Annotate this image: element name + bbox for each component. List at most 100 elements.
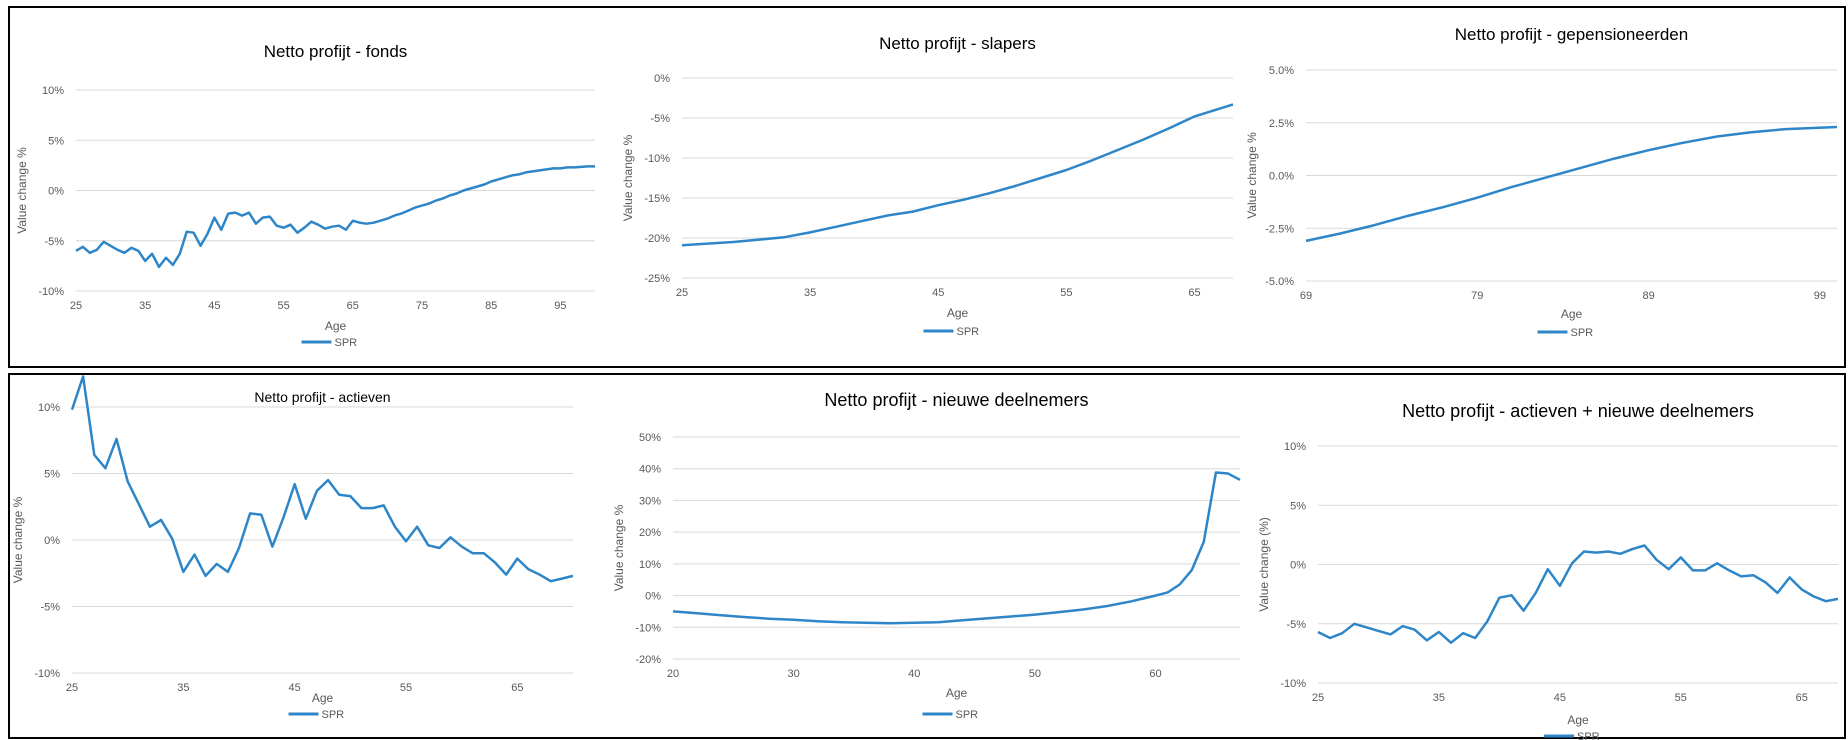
x-tick-label: 55 xyxy=(1060,287,1072,299)
x-axis-label: Age xyxy=(1561,307,1583,321)
x-tick-label: 55 xyxy=(400,682,412,694)
bottom-chart-panel xyxy=(8,373,1846,739)
legend-label: SPR xyxy=(1571,327,1594,339)
chart-title: Netto profijt - fonds xyxy=(264,42,408,61)
series-line-spr xyxy=(1317,544,1839,644)
x-tick-label: 99 xyxy=(1814,290,1826,302)
y-axis-label: Value change % xyxy=(621,134,635,221)
y-tick-label: -20% xyxy=(644,233,670,245)
chart-fonds: -10% -5% 0% 5% 10% 25 35 45 55 65 75 85 95 Netto prof… xyxy=(15,42,595,349)
x-tick-label: 65 xyxy=(347,300,359,312)
x-tick-label: 45 xyxy=(1554,692,1566,704)
x-tick-label: 20 xyxy=(667,668,679,680)
y-tick-label: 0% xyxy=(645,591,661,603)
series-line-spr xyxy=(672,471,1241,625)
y-tick-label: -5% xyxy=(650,113,670,125)
x-tick-label: 79 xyxy=(1471,290,1483,302)
x-tick-label: 75 xyxy=(416,300,428,312)
x-tick-label: 45 xyxy=(932,287,944,299)
x-axis-label: Age xyxy=(312,691,334,705)
y-tick-label: -10% xyxy=(644,153,670,165)
x-tick-label: 65 xyxy=(1188,287,1200,299)
legend-label: SPR xyxy=(957,326,980,338)
y-tick-label: -25% xyxy=(644,273,670,285)
y-axis-label: Value change % xyxy=(11,496,25,583)
y-tick-label: 0% xyxy=(44,535,60,547)
y-tick-label: -20% xyxy=(635,654,661,666)
y-tick-label: 40% xyxy=(639,464,661,476)
x-tick-label: 89 xyxy=(1642,290,1654,302)
y-tick-label: 30% xyxy=(639,495,661,507)
y-tick-label: -10% xyxy=(1280,678,1306,690)
y-tick-label: 20% xyxy=(639,527,661,539)
x-tick-label: 50 xyxy=(1029,668,1041,680)
y-tick-label: -10% xyxy=(635,622,661,634)
x-tick-label: 25 xyxy=(676,287,688,299)
y-tick-label: 5% xyxy=(44,469,60,481)
legend-label: SPR xyxy=(1577,731,1600,740)
x-tick-label: 25 xyxy=(70,300,82,312)
chart-actieven: -10% -5% 0% 5% 10% 25 35 45 55 65 Netto profijt - … xyxy=(11,375,574,721)
y-tick-label: -10% xyxy=(34,668,60,680)
y-tick-label: -10% xyxy=(38,286,64,298)
y-tick-label: 5% xyxy=(1290,500,1306,512)
y-tick-label: 5.0% xyxy=(1269,65,1294,77)
x-tick-label: 25 xyxy=(66,682,78,694)
y-tick-label: -2.5% xyxy=(1265,223,1294,235)
y-tick-label: 10% xyxy=(1284,441,1306,453)
x-tick-label: 65 xyxy=(1796,692,1808,704)
y-tick-label: 0% xyxy=(654,73,670,85)
series-line-spr xyxy=(70,375,574,583)
top-chart-panel xyxy=(8,6,1846,368)
y-axis-label: Value change % xyxy=(612,504,626,591)
y-tick-label: 0.0% xyxy=(1269,171,1294,183)
x-tick-label: 60 xyxy=(1149,668,1161,680)
x-tick-label: 85 xyxy=(485,300,497,312)
x-tick-label: 45 xyxy=(289,682,301,694)
y-axis-label: Value change (%) xyxy=(1257,517,1271,612)
y-tick-label: 10% xyxy=(639,559,661,571)
y-tick-label: 10% xyxy=(42,85,64,97)
chart-title: Netto profijt - slapers xyxy=(879,34,1036,53)
x-tick-label: 30 xyxy=(788,668,800,680)
x-tick-label: 35 xyxy=(804,287,816,299)
chart-title: Netto profijt - actieven xyxy=(254,389,390,405)
legend-label: SPR xyxy=(322,709,345,721)
x-tick-label: 55 xyxy=(1675,692,1687,704)
legend-label: SPR xyxy=(335,337,358,349)
x-tick-label: 95 xyxy=(554,300,566,312)
y-tick-label: 2.5% xyxy=(1269,118,1294,130)
y-tick-label: -5% xyxy=(1286,619,1306,631)
y-tick-label: 0% xyxy=(48,186,64,198)
chart-title: Netto profijt - actieven + nieuwe deelne… xyxy=(1402,401,1754,421)
legend-label: SPR xyxy=(956,709,979,721)
x-tick-label: 35 xyxy=(177,682,189,694)
y-tick-label: 50% xyxy=(639,432,661,444)
series-line-spr xyxy=(1305,125,1838,243)
y-axis-label: Value change % xyxy=(1245,132,1259,219)
series-line-spr xyxy=(681,103,1234,247)
y-tick-label: 10% xyxy=(38,402,60,414)
y-tick-label: 0% xyxy=(1290,560,1306,572)
chart-nieuwe-deelnemers: -20% -10% 0% 10% 20% 30% 40% 50% 20 30 40 50 60 Netto… xyxy=(612,390,1241,721)
chart-actieven-nieuwe-deelnemers: -10% -5% 0% 5% 10% 25 35 45 55 65 Netto profijt - … xyxy=(1257,401,1839,740)
x-tick-label: 69 xyxy=(1300,290,1312,302)
chart-title: Netto profijt - nieuwe deelnemers xyxy=(824,390,1088,410)
y-tick-label: 5% xyxy=(48,135,64,147)
x-tick-label: 45 xyxy=(208,300,220,312)
x-axis-label: Age xyxy=(1567,713,1589,727)
chart-title: Netto profijt - gepensioneerden xyxy=(1455,25,1688,44)
x-tick-label: 40 xyxy=(908,668,920,680)
x-tick-label: 65 xyxy=(511,682,523,694)
x-tick-label: 55 xyxy=(277,300,289,312)
y-tick-label: -5% xyxy=(44,236,64,248)
chart-slapers: -25% -20% -15% -10% -5% 0% 25 35 45 55 65 Netto pro… xyxy=(621,34,1234,338)
x-axis-label: Age xyxy=(947,306,969,320)
chart-gepensioneerden: -5.0% -2.5% 0.0% 2.5% 5.0% 69 79 89 99 Netto prof… xyxy=(1245,25,1838,339)
x-tick-label: 35 xyxy=(139,300,151,312)
y-tick-label: -15% xyxy=(644,193,670,205)
y-axis-label: Value change % xyxy=(15,147,29,234)
x-tick-label: 35 xyxy=(1433,692,1445,704)
x-axis-label: Age xyxy=(946,686,968,700)
series-line-spr xyxy=(75,165,595,269)
